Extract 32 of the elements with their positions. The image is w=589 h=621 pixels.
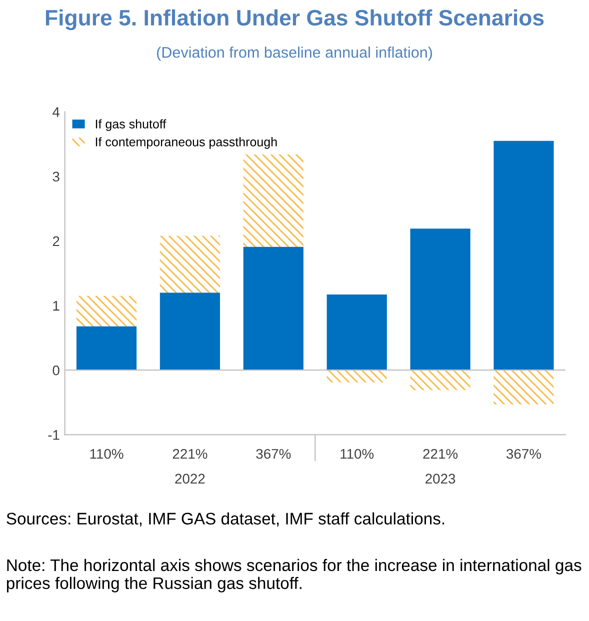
bar bbox=[160, 292, 220, 370]
text: 2022 bbox=[175, 474, 205, 484]
x-tick-label: 221% bbox=[423, 448, 458, 459]
bar bbox=[243, 154, 304, 247]
bar bbox=[160, 236, 220, 293]
chart-title: Figure 5. Inflation Under Gas Shutoff Scenarios bbox=[46, 9, 544, 30]
legend-label: If gas shutoff bbox=[96, 119, 166, 131]
text: 2023 bbox=[426, 474, 456, 484]
y-tick-label: -1 bbox=[48, 430, 60, 440]
y-tick-label: 2 bbox=[52, 236, 60, 246]
y-tick-label: 0 bbox=[52, 365, 60, 376]
bar bbox=[326, 294, 387, 370]
x-tick-label: 110% bbox=[340, 448, 374, 459]
text: Note: The horizontal axis shows scenarios for the increase in international gas prices following the Russian gas shutoff. bbox=[6, 558, 582, 592]
bar bbox=[494, 370, 554, 404]
x-tick-label: 110% bbox=[90, 448, 124, 459]
bar bbox=[410, 228, 470, 370]
bar bbox=[76, 326, 137, 370]
bar bbox=[410, 370, 470, 390]
x-tick-label: 367% bbox=[506, 448, 541, 459]
bar bbox=[76, 296, 137, 326]
legend-label: If contemporaneous passthrough bbox=[96, 137, 277, 149]
y-tick-label: 3 bbox=[52, 172, 60, 182]
y-tick-label: 4 bbox=[52, 107, 60, 117]
y-tick-label: 1 bbox=[53, 301, 60, 311]
bar bbox=[326, 370, 387, 382]
bar bbox=[243, 246, 304, 370]
x-tick-label: 367% bbox=[256, 448, 291, 459]
chart-subtitle: (Deviation from baseline annual inflation) bbox=[157, 46, 432, 61]
bar bbox=[494, 140, 554, 370]
x-tick-label: 221% bbox=[172, 448, 208, 459]
source-note: Sources: Eurostat, IMF GAS dataset, IMF staff calculations. bbox=[6, 512, 444, 527]
